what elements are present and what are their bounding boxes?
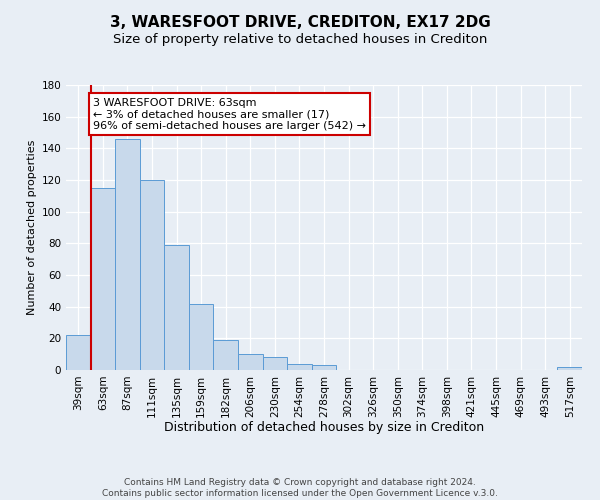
Text: Size of property relative to detached houses in Crediton: Size of property relative to detached ho…	[113, 32, 487, 46]
Text: 3 WARESFOOT DRIVE: 63sqm
← 3% of detached houses are smaller (17)
96% of semi-de: 3 WARESFOOT DRIVE: 63sqm ← 3% of detache…	[93, 98, 366, 131]
Bar	[287, 364, 312, 370]
Bar	[189, 304, 214, 370]
Y-axis label: Number of detached properties: Number of detached properties	[27, 140, 37, 315]
Bar	[263, 358, 287, 370]
Bar	[557, 367, 582, 370]
Bar	[66, 335, 91, 370]
Text: 3, WARESFOOT DRIVE, CREDITON, EX17 2DG: 3, WARESFOOT DRIVE, CREDITON, EX17 2DG	[110, 15, 490, 30]
Bar	[140, 180, 164, 370]
Text: Contains HM Land Registry data © Crown copyright and database right 2024.
Contai: Contains HM Land Registry data © Crown c…	[102, 478, 498, 498]
Bar	[91, 188, 115, 370]
Bar	[312, 365, 336, 370]
Bar	[164, 245, 189, 370]
Bar	[238, 354, 263, 370]
Bar	[115, 139, 140, 370]
Bar	[214, 340, 238, 370]
X-axis label: Distribution of detached houses by size in Crediton: Distribution of detached houses by size …	[164, 421, 484, 434]
